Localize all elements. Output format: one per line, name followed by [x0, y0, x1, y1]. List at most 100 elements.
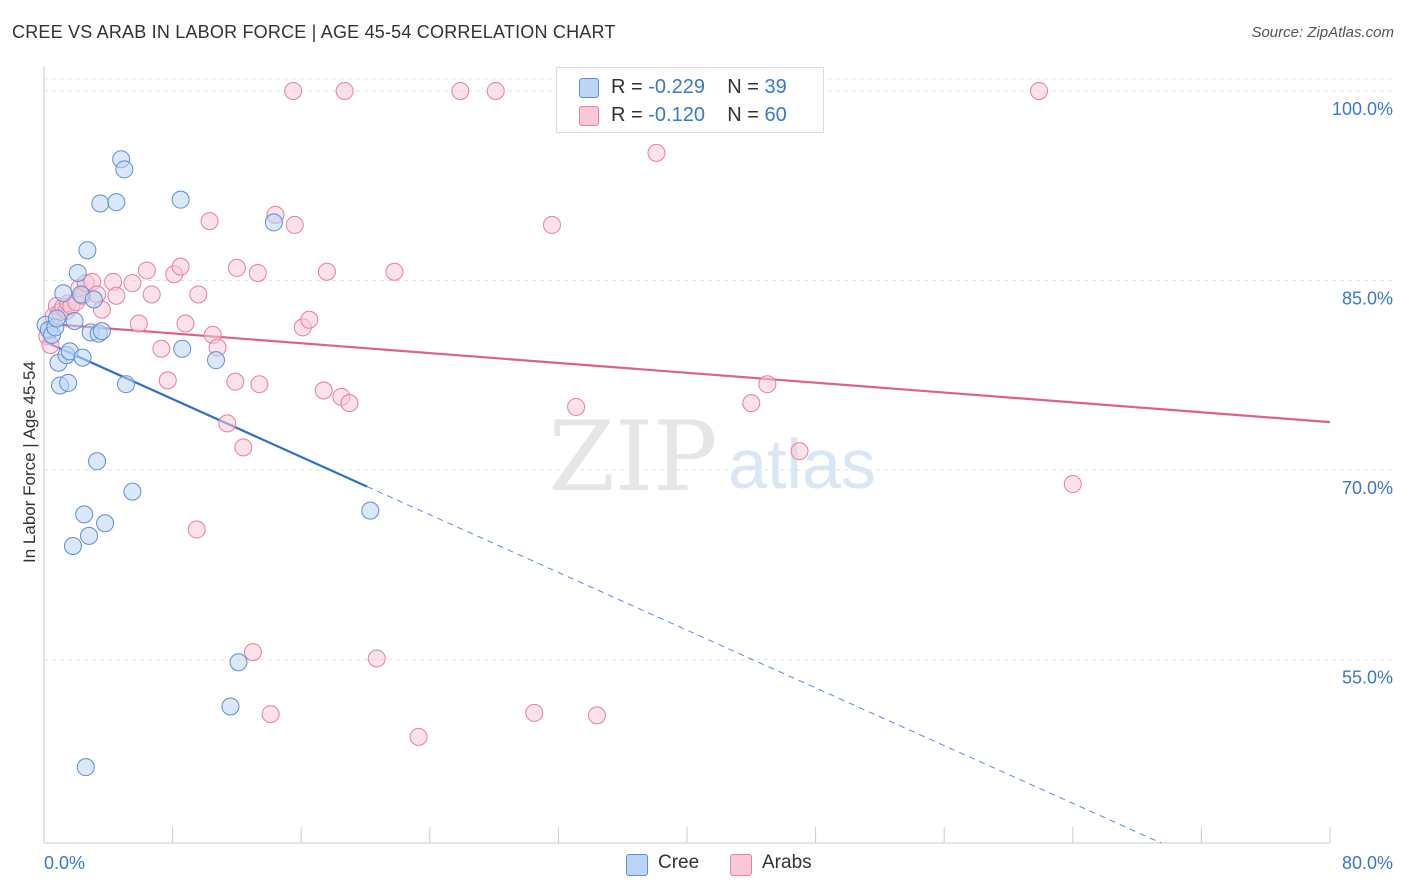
- point-arabs: [123, 274, 142, 293]
- point-arabs: [187, 520, 206, 539]
- legend-swatch-arabs: [730, 854, 752, 876]
- point-arabs: [226, 372, 245, 391]
- point-cree: [92, 322, 111, 341]
- gridlines: [44, 78, 1394, 661]
- point-cree: [59, 373, 78, 392]
- y-axis-label: In Labor Force | Age 45-54: [20, 361, 39, 563]
- correlation-legend: R = -0.229 N = 39 R = -0.120 N = 60: [556, 67, 824, 133]
- legend-swatch-arabs: [579, 106, 599, 126]
- point-arabs: [451, 81, 470, 100]
- watermark: ZIP atlas: [548, 401, 876, 513]
- chart-title: CREE VS ARAB IN LABOR FORCE | AGE 45-54 …: [12, 22, 616, 42]
- legend-r-value-arabs: -0.120: [648, 104, 705, 126]
- data-points: [36, 81, 1082, 777]
- legend-n-value-arabs: 60: [764, 104, 787, 126]
- point-arabs: [742, 394, 761, 413]
- legend-n-value-cree: 39: [764, 76, 787, 98]
- point-cree: [65, 311, 84, 330]
- point-cree: [221, 697, 240, 716]
- point-arabs: [234, 438, 253, 457]
- point-arabs: [340, 394, 359, 413]
- trendline-arabs: [43, 322, 1331, 424]
- point-arabs: [248, 263, 267, 282]
- point-cree: [173, 339, 192, 358]
- point-arabs: [152, 339, 171, 358]
- legend-label-arabs: Arabs: [762, 852, 812, 873]
- watermark-atlas: atlas: [728, 425, 876, 503]
- point-arabs: [486, 81, 505, 100]
- point-arabs: [200, 212, 219, 231]
- point-arabs: [129, 314, 148, 333]
- x-tick-label: 0.0%: [44, 853, 85, 873]
- point-arabs: [1030, 81, 1049, 100]
- point-cree: [78, 241, 97, 260]
- y-tick-label: 100.0%: [1332, 99, 1393, 119]
- point-cree: [68, 263, 87, 282]
- point-arabs: [158, 371, 177, 390]
- point-arabs: [385, 262, 404, 281]
- point-cree: [361, 501, 380, 520]
- legend-label-cree: Cree: [658, 852, 700, 873]
- point-cree: [84, 290, 103, 309]
- point-cree: [47, 309, 66, 328]
- point-arabs: [758, 375, 777, 394]
- point-arabs: [250, 375, 269, 394]
- legend-n-label: N =: [727, 76, 759, 98]
- point-cree: [171, 190, 190, 209]
- point-arabs: [142, 285, 161, 304]
- point-cree: [91, 194, 110, 213]
- trendline-cree: [43, 340, 368, 488]
- trendlines: [43, 322, 1331, 844]
- point-arabs: [587, 706, 606, 725]
- legend-r-label: R =: [611, 76, 643, 98]
- x-tick-label: 80.0%: [1342, 853, 1393, 873]
- point-arabs: [314, 381, 333, 400]
- point-arabs: [525, 703, 544, 722]
- legend-swatch-cree: [626, 854, 648, 876]
- point-arabs: [317, 262, 336, 281]
- point-arabs: [1063, 475, 1082, 494]
- point-cree: [264, 213, 283, 232]
- point-cree: [75, 505, 94, 524]
- point-arabs: [647, 143, 666, 162]
- point-cree: [88, 452, 107, 471]
- point-cree: [96, 514, 115, 533]
- source-label: Source: ZipAtlas.com: [1251, 24, 1394, 41]
- legend-r-label: R =: [611, 104, 643, 126]
- point-arabs: [171, 257, 190, 276]
- axes: [43, 66, 1331, 844]
- point-arabs: [567, 397, 586, 416]
- point-arabs: [335, 81, 354, 100]
- point-cree: [207, 351, 226, 370]
- point-cree: [123, 482, 142, 501]
- point-arabs: [218, 414, 237, 433]
- trendline-extension-cree: [366, 486, 1162, 844]
- legend-r-value-cree: -0.229: [648, 76, 705, 98]
- point-cree: [76, 758, 95, 777]
- point-arabs: [243, 643, 262, 662]
- point-arabs: [409, 727, 428, 746]
- point-cree: [115, 160, 134, 179]
- point-arabs: [261, 705, 280, 724]
- y-tick-label: 70.0%: [1342, 478, 1393, 498]
- point-arabs: [189, 285, 208, 304]
- point-arabs: [176, 314, 195, 333]
- point-cree: [107, 193, 126, 212]
- point-arabs: [227, 258, 246, 277]
- point-cree: [80, 526, 99, 545]
- legend-n-label: N =: [727, 104, 759, 126]
- point-cree: [73, 348, 92, 367]
- y-tick-label: 85.0%: [1342, 289, 1393, 309]
- point-cree: [229, 653, 248, 672]
- point-cree: [54, 284, 73, 303]
- y-tick-label: 55.0%: [1342, 668, 1393, 688]
- point-arabs: [367, 649, 386, 668]
- legend-swatch-cree: [579, 78, 599, 98]
- point-arabs: [300, 310, 319, 329]
- watermark-zip: ZIP: [548, 401, 717, 513]
- point-arabs: [284, 81, 303, 100]
- point-arabs: [107, 286, 126, 305]
- point-arabs: [137, 261, 156, 280]
- point-cree: [63, 536, 82, 555]
